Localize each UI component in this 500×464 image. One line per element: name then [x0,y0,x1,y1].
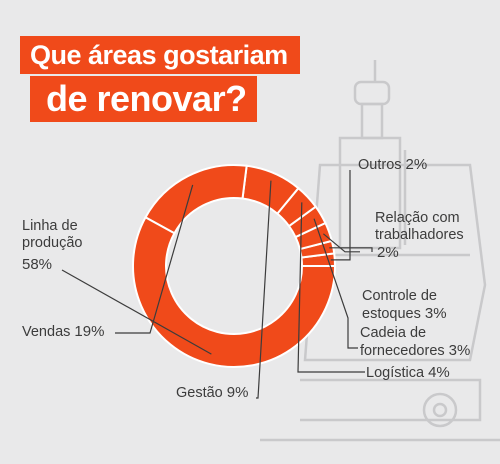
label-cadeia-name-line1: Cadeia de [360,325,427,341]
label-logistica: Logística 4% [366,364,450,382]
slice-vendas [144,164,248,235]
label-controle-name-line1: Controle de [362,288,437,304]
label-gestao-value: 9% [226,384,249,401]
leader-line-outros [330,170,351,261]
label-vendas-value: 19% [74,323,105,340]
leader-line-relacao [329,247,373,252]
label-relacao-value: 2% [377,244,399,261]
label-cadeia-name-line2: fornecedores [360,343,445,359]
label-linha-name-line1: Linha de [22,218,78,234]
label-logistica-name: Logística [366,365,425,381]
label-outros: Outros 2% [358,156,427,174]
label-gestao-name: Gestão [176,385,223,401]
label-controle: Controle de estoques 3% [362,288,447,323]
label-gestao: Gestão 9% [176,384,248,402]
leader-line-cadeia [313,218,358,349]
leader-line-vendas [115,184,194,334]
label-relacao-name-line2: trabalhadores [375,227,464,243]
label-linha-value: 58% [22,256,53,273]
label-controle-name-line2: estoques [362,306,421,322]
leader-line-controle [322,233,360,253]
label-relacao-name-line1: Relação com [375,210,460,226]
title-line-2: de renovar? [30,76,257,122]
label-outros-name: Outros [358,157,402,173]
title-line-1: Que áreas gostariam [20,36,300,74]
label-linha-producao: Linha de produção 58% [22,218,82,274]
leader-line-gestao [256,180,272,399]
label-linha-name-line2: produção [22,235,83,251]
label-vendas-name: Vendas [22,324,71,340]
label-vendas: Vendas 19% [22,323,104,341]
leader-line-logistica [297,202,365,373]
label-cadeia-value: 3% [448,342,471,359]
label-cadeia: Cadeia de fornecedores 3% [360,325,470,360]
label-outros-value: 2% [405,156,428,173]
label-controle-value: 3% [424,305,447,322]
leader-line-linha-producao [61,269,212,355]
label-logistica-value: 4% [428,364,450,381]
label-relacao: Relação com trabalhadores 2% [375,210,464,262]
